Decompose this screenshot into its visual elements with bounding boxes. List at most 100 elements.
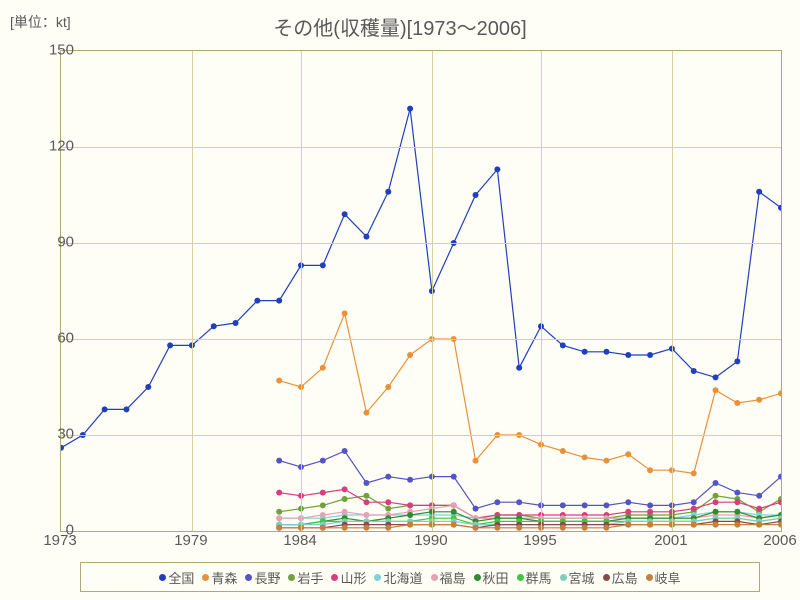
series-marker <box>734 522 740 528</box>
legend-marker-icon <box>331 574 338 581</box>
legend-marker-icon <box>431 574 438 581</box>
series-marker <box>276 298 282 304</box>
legend-label: 宮城 <box>569 568 595 587</box>
legend-label: 岩手 <box>297 568 323 587</box>
legend-marker-icon <box>517 574 524 581</box>
series-marker <box>276 525 282 531</box>
series-marker <box>713 522 719 528</box>
series-marker <box>342 496 348 502</box>
series-marker <box>647 502 653 508</box>
series-marker <box>494 525 500 531</box>
x-tick-label: 2006 <box>763 532 796 549</box>
gridline-v <box>541 51 542 531</box>
series-marker <box>691 499 697 505</box>
x-tick-label: 1990 <box>414 532 447 549</box>
series-marker <box>385 506 391 512</box>
series-marker <box>451 509 457 515</box>
series-marker <box>560 448 566 454</box>
series-marker <box>342 509 348 515</box>
series-marker <box>342 310 348 316</box>
gridline-h <box>61 339 781 340</box>
gridline-h <box>61 435 781 436</box>
gridline-v <box>672 51 673 531</box>
series-marker <box>407 352 413 358</box>
series-marker <box>407 502 413 508</box>
legend-marker-icon <box>374 574 381 581</box>
series-marker <box>691 470 697 476</box>
x-tick-label: 1979 <box>174 532 207 549</box>
legend-label: 福島 <box>440 568 466 587</box>
series-marker <box>407 477 413 483</box>
series-marker <box>342 525 348 531</box>
series-marker <box>734 400 740 406</box>
series-marker <box>625 352 631 358</box>
legend-item: 群馬 <box>517 568 552 587</box>
series-marker <box>691 506 697 512</box>
chart-title: その他(収穫量)[1973～2006] <box>0 12 800 41</box>
series-marker <box>756 397 762 403</box>
x-tick-label: 2001 <box>654 532 687 549</box>
series-marker <box>320 525 326 531</box>
series-marker <box>582 349 588 355</box>
series-marker <box>713 509 719 515</box>
series-marker <box>582 502 588 508</box>
series-marker <box>320 512 326 518</box>
x-tick-label: 1995 <box>523 532 556 549</box>
series-marker <box>647 467 653 473</box>
series-marker <box>276 490 282 496</box>
series-marker <box>320 490 326 496</box>
legend-label: 長野 <box>254 568 280 587</box>
y-tick-label: 150 <box>34 42 74 59</box>
series-marker <box>385 384 391 390</box>
series-marker <box>560 502 566 508</box>
gridline-v <box>192 51 193 531</box>
legend-label: 全国 <box>168 568 194 587</box>
series-marker <box>713 499 719 505</box>
y-tick-label: 120 <box>34 138 74 155</box>
series-marker <box>713 493 719 499</box>
series-marker <box>647 509 653 515</box>
series-marker <box>625 522 631 528</box>
legend-marker-icon <box>474 574 481 581</box>
series-marker <box>603 525 609 531</box>
chart-svg <box>61 51 781 531</box>
series-marker <box>473 525 479 531</box>
legend-item: 岐阜 <box>646 568 681 587</box>
legend-label: 群馬 <box>526 568 552 587</box>
series-marker <box>473 506 479 512</box>
series-marker <box>516 499 522 505</box>
series-marker <box>560 342 566 348</box>
series-marker <box>625 509 631 515</box>
series-line <box>279 451 781 509</box>
series-marker <box>102 406 108 412</box>
chart-container: [単位：kt] その他(収穫量)[1973～2006] 全国青森長野岩手山形北海… <box>0 0 800 600</box>
series-marker <box>603 458 609 464</box>
x-tick-label: 1984 <box>283 532 316 549</box>
legend-marker-icon <box>603 574 610 581</box>
series-marker <box>494 499 500 505</box>
series-marker <box>276 458 282 464</box>
series-marker <box>254 298 260 304</box>
series-marker <box>385 189 391 195</box>
legend-marker-icon <box>288 574 295 581</box>
series-marker <box>123 406 129 412</box>
series-marker <box>625 451 631 457</box>
legend-marker-icon <box>560 574 567 581</box>
series-marker <box>342 448 348 454</box>
series-marker <box>211 323 217 329</box>
series-marker <box>516 525 522 531</box>
series-marker <box>494 166 500 172</box>
series-marker <box>145 384 151 390</box>
legend-marker-icon <box>202 574 209 581</box>
series-marker <box>320 262 326 268</box>
x-tick-label: 1973 <box>43 532 76 549</box>
legend-marker-icon <box>159 574 166 581</box>
gridline-v <box>432 51 433 531</box>
series-marker <box>473 192 479 198</box>
series-marker <box>734 509 740 515</box>
series-marker <box>363 493 369 499</box>
legend-marker-icon <box>646 574 653 581</box>
series-marker <box>407 522 413 528</box>
series-marker <box>407 512 413 518</box>
series-marker <box>363 499 369 505</box>
